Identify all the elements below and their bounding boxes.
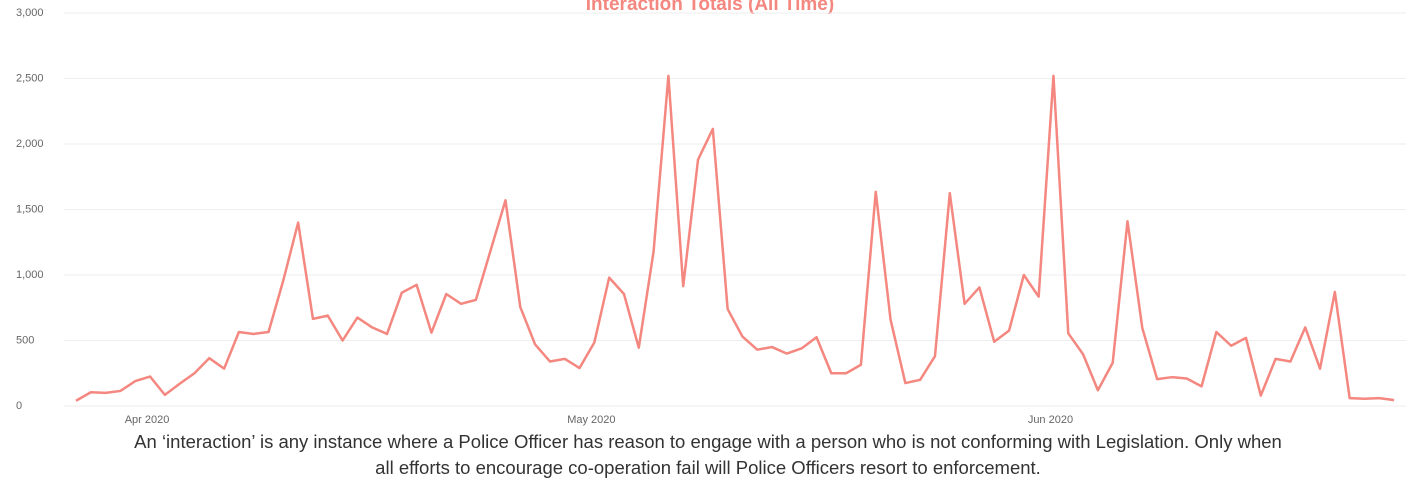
- y-tick-label: 500: [16, 334, 34, 346]
- y-tick-label: 1,000: [16, 269, 44, 281]
- x-tick-label: May 2020: [567, 414, 615, 426]
- chart-title: Interaction Totals (All Time): [586, 0, 834, 15]
- footnote-line: An ‘interaction’ is any instance where a…: [134, 431, 1282, 452]
- y-tick-label: 3,000: [16, 7, 44, 19]
- y-tick-label: 2,000: [16, 138, 44, 150]
- series-line: [75, 74, 1395, 402]
- y-tick-label: 0: [16, 400, 22, 412]
- chart: Interaction Totals (All Time) 0 500 1,000 1…: [16, 0, 1406, 426]
- y-tick-label: 2,500: [16, 72, 44, 84]
- y-tick-label: 1,500: [16, 203, 44, 215]
- footnote-line: all efforts to encourage co-operation fa…: [375, 457, 1041, 478]
- x-tick-label: Jun 2020: [1028, 414, 1073, 426]
- x-tick-label: Apr 2020: [125, 414, 170, 426]
